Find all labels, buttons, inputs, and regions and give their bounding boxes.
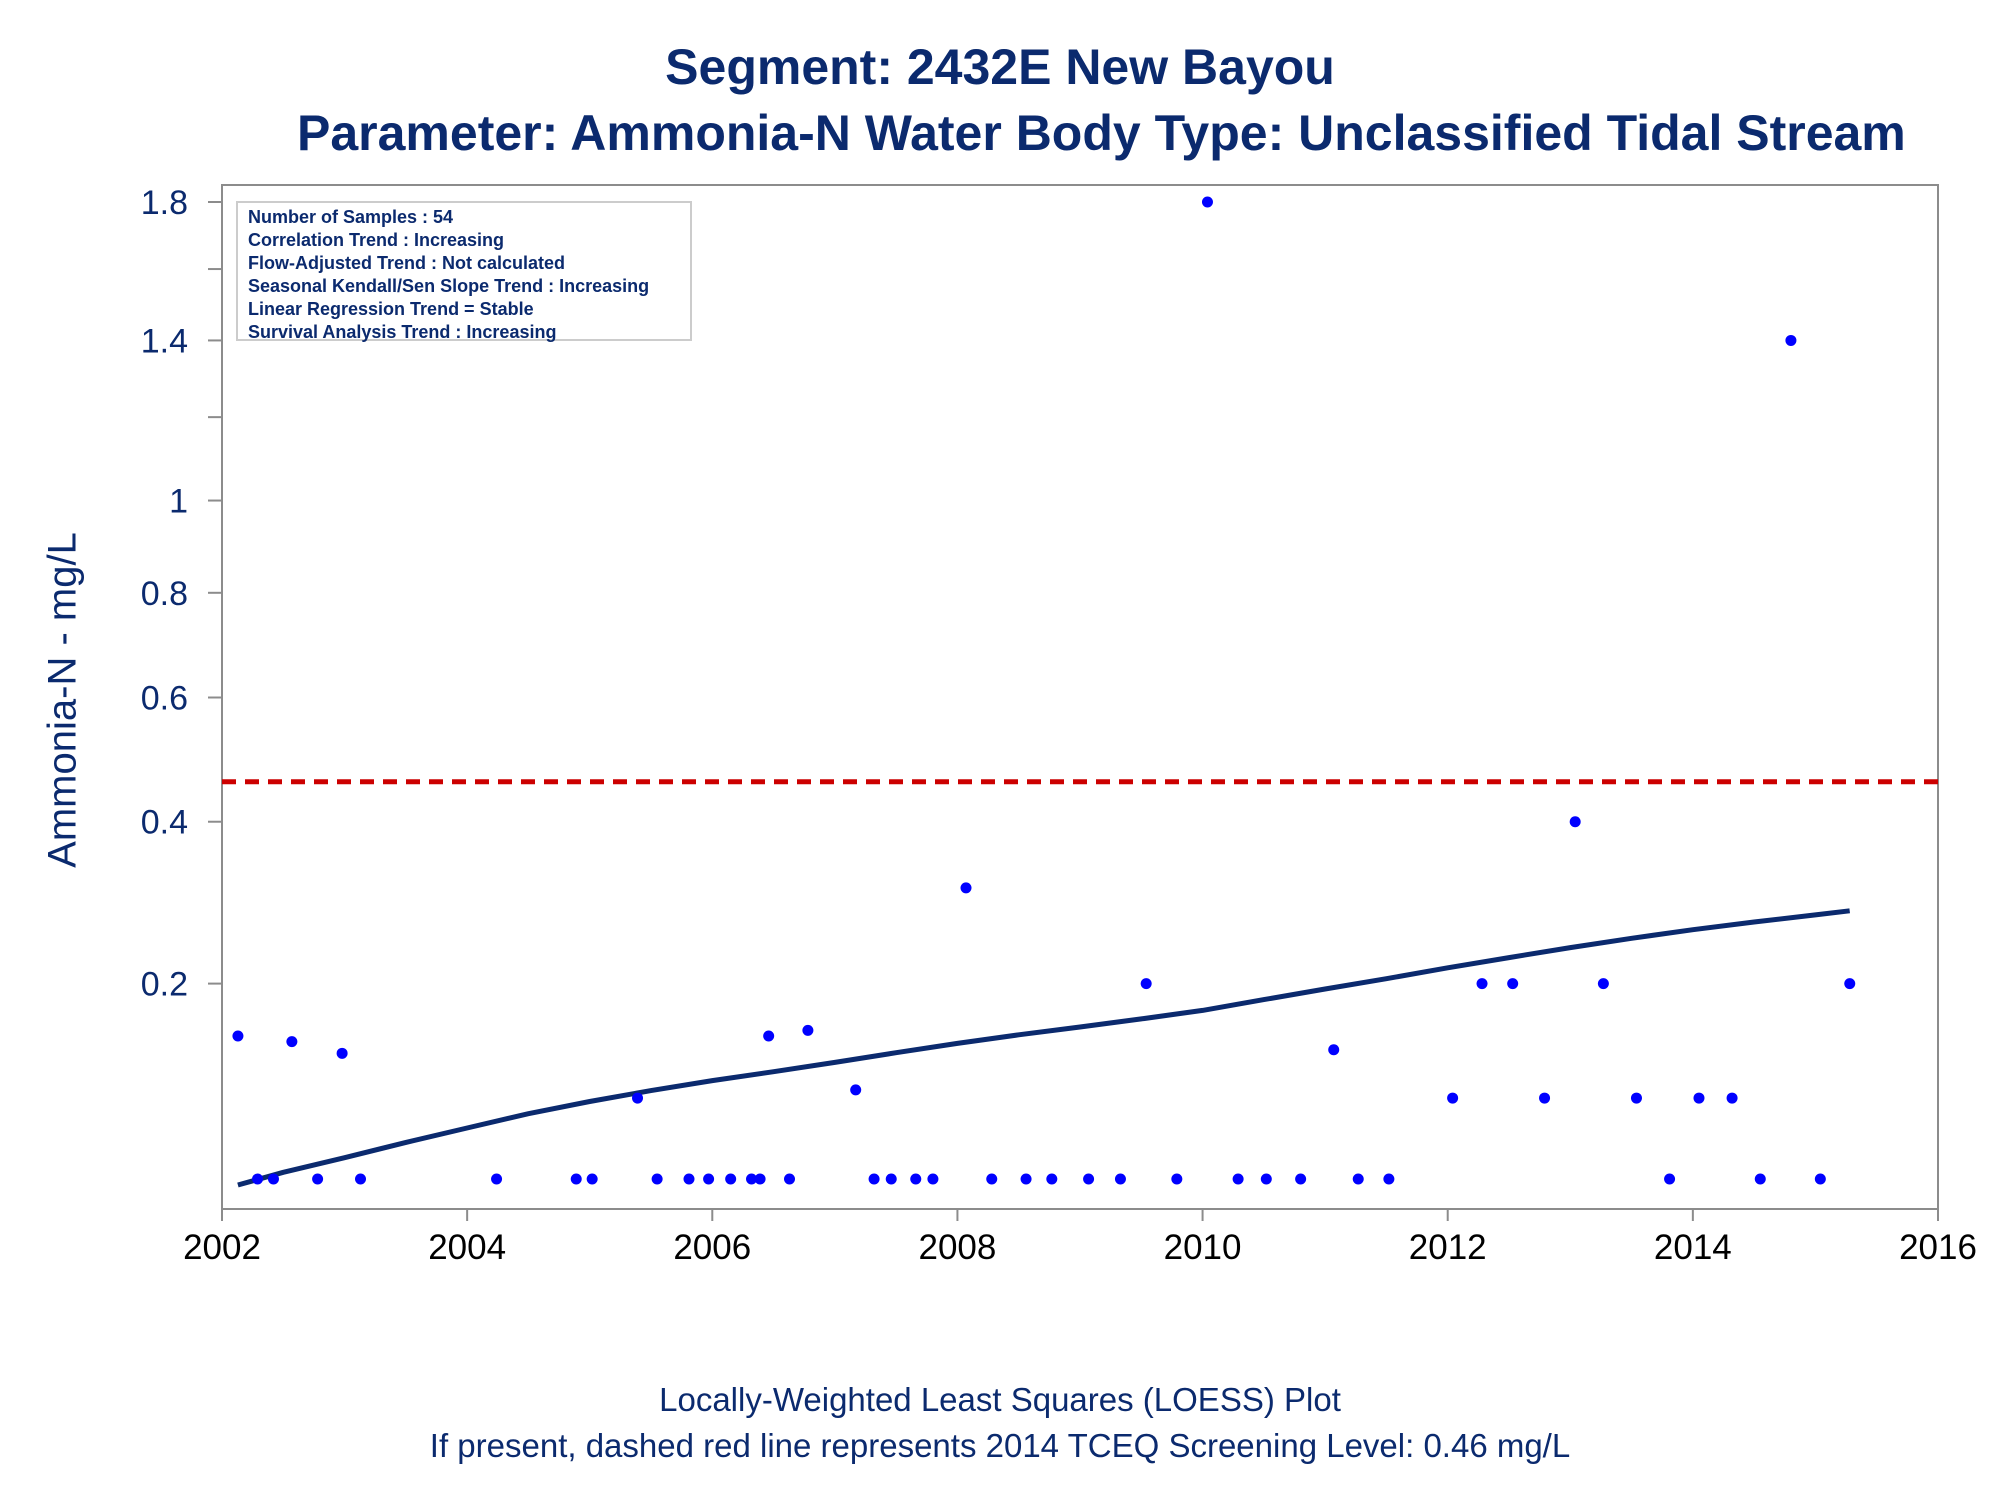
data-point [252, 1173, 264, 1185]
trend-stats-box: Number of Samples : 54 Correlation Trend… [236, 201, 692, 342]
data-point [1630, 1092, 1642, 1104]
data-point [1844, 978, 1856, 990]
data-point [1539, 1092, 1551, 1104]
stat-flow-adjusted-trend: Flow-Adjusted Trend : Not calculated [248, 253, 566, 273]
stat-linear-regression-trend: Linear Regression Trend = Stable [248, 299, 534, 319]
data-point [1201, 196, 1213, 208]
x-tick-label: 2002 [183, 1228, 261, 1267]
y-tick-label: 0.6 [141, 680, 188, 718]
data-point [1754, 1173, 1766, 1185]
data-point [1814, 1173, 1826, 1185]
x-tick-label: 2008 [918, 1228, 996, 1267]
data-point [1260, 1173, 1272, 1185]
data-point [1569, 816, 1581, 828]
data-point [1383, 1173, 1395, 1185]
data-point [232, 1030, 244, 1042]
data-point [1232, 1173, 1244, 1185]
data-point [802, 1024, 814, 1036]
footnote-loess: Locally-Weighted Least Squares (LOESS) P… [659, 1381, 1341, 1418]
data-point [754, 1173, 766, 1185]
data-point [986, 1173, 998, 1185]
data-point [960, 882, 972, 894]
x-tick-label: 2016 [1899, 1228, 1977, 1267]
data-point [570, 1173, 582, 1185]
y-tick-label: 0.4 [141, 804, 188, 842]
data-point [1785, 334, 1797, 346]
data-point [1295, 1173, 1307, 1185]
data-point [784, 1173, 796, 1185]
data-point [1693, 1092, 1705, 1104]
data-point [586, 1173, 598, 1185]
data-point [1020, 1173, 1032, 1185]
data-point [910, 1173, 922, 1185]
data-point [1083, 1173, 1095, 1185]
loess-curve [237, 908, 1850, 1188]
y-tick-label: 1.4 [141, 322, 188, 360]
x-tick-label: 2012 [1409, 1228, 1487, 1267]
data-point [491, 1173, 503, 1185]
y-tick-label: 1 [169, 483, 188, 521]
x-tick-label: 2006 [673, 1228, 751, 1267]
data-point [703, 1173, 715, 1185]
stat-sample-count: Number of Samples : 54 [248, 207, 454, 227]
data-point [746, 1173, 758, 1185]
data-point [1507, 978, 1519, 990]
data-point [1597, 978, 1609, 990]
data-point [312, 1173, 324, 1185]
data-point [1664, 1173, 1676, 1185]
x-tick-label: 2004 [428, 1228, 506, 1267]
x-tick-label: 2014 [1654, 1228, 1732, 1267]
data-point [355, 1173, 367, 1185]
data-point [267, 1173, 279, 1185]
chart-title: Segment: 2432E New Bayou [665, 39, 1335, 95]
data-point [1328, 1044, 1340, 1056]
data-point [725, 1173, 737, 1185]
data-point [1046, 1173, 1058, 1185]
data-point [868, 1173, 880, 1185]
stat-survival-analysis-trend: Survival Analysis Trend : Increasing [248, 322, 557, 342]
data-point [651, 1173, 663, 1185]
data-point [632, 1092, 644, 1104]
footnote-screening: If present, dashed red line represents 2… [429, 1427, 1571, 1464]
stat-correlation-trend: Correlation Trend : Increasing [248, 230, 505, 250]
data-point [763, 1030, 775, 1042]
data-point [336, 1047, 348, 1059]
data-point [927, 1173, 939, 1185]
data-point [1352, 1173, 1364, 1185]
data-point [1140, 978, 1152, 990]
y-tick-label: 0.2 [141, 966, 188, 1004]
data-point [850, 1084, 862, 1096]
data-point [1114, 1173, 1126, 1185]
y-tick-label: 1.8 [141, 184, 188, 222]
data-point [683, 1173, 695, 1185]
data-point [1447, 1092, 1459, 1104]
data-point [1726, 1092, 1738, 1104]
data-point [885, 1173, 897, 1185]
data-point [286, 1036, 298, 1048]
data-point [1476, 978, 1488, 990]
stat-seasonal-kendall-trend: Seasonal Kendall/Sen Slope Trend : Incre… [248, 276, 650, 296]
y-tick-label: 0.8 [141, 575, 188, 613]
chart-subtitle: Parameter: Ammonia-N Water Body Type: Un… [297, 105, 1906, 161]
x-tick-label: 2010 [1164, 1228, 1242, 1267]
data-point [1171, 1173, 1183, 1185]
